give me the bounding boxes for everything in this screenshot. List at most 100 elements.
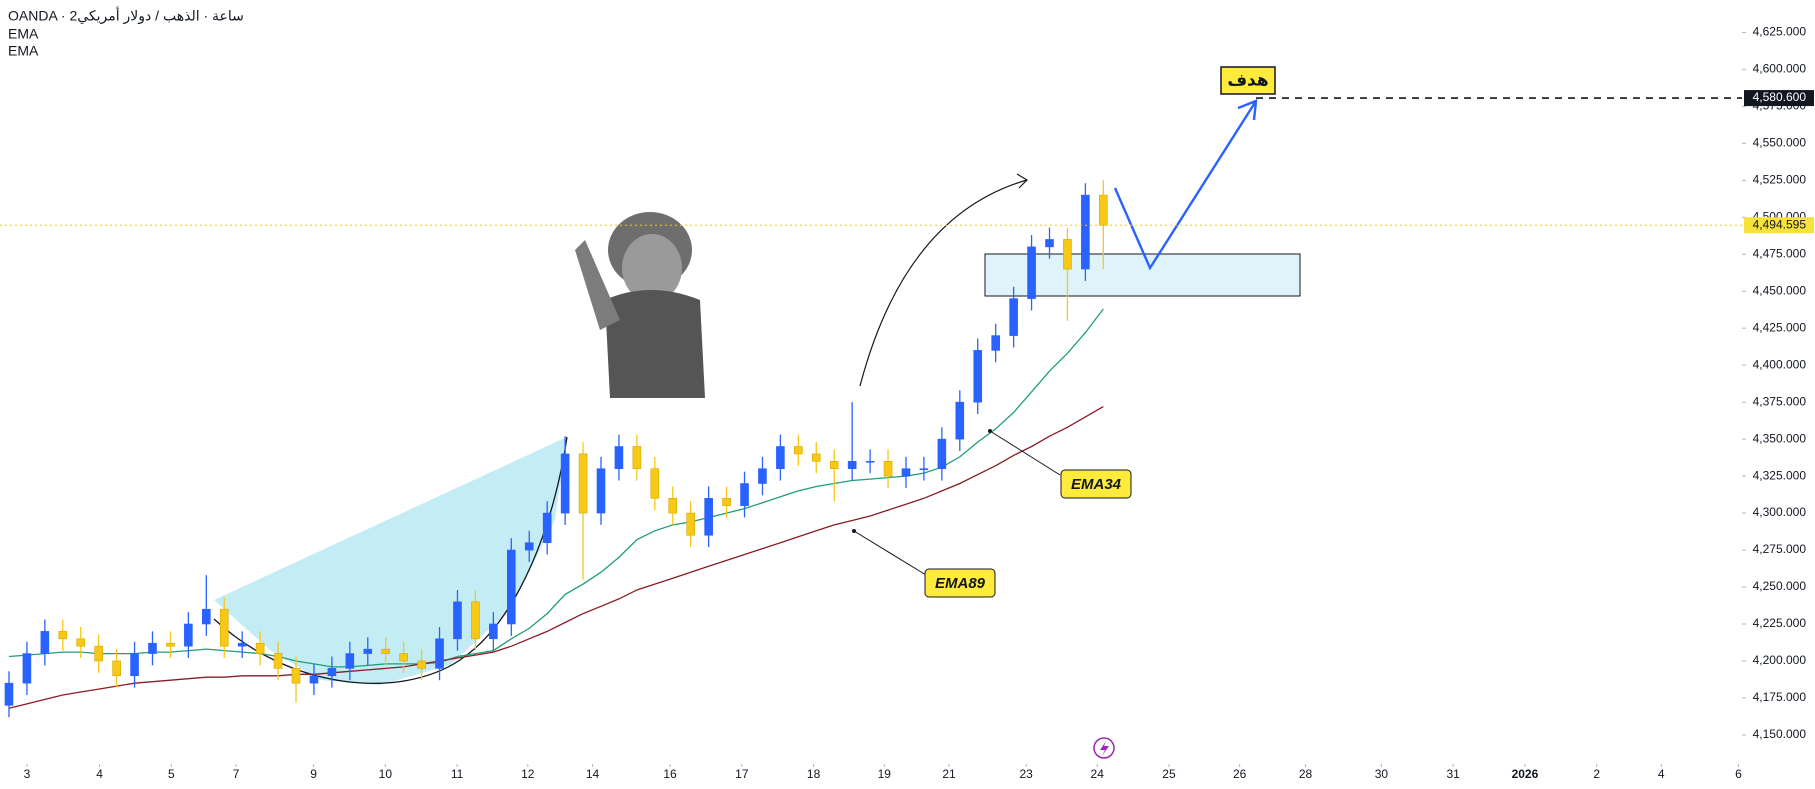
legend-entry: EMA	[8, 26, 39, 42]
candle-body	[255, 642, 265, 654]
x-tick-label: 7	[233, 767, 240, 781]
x-tick-label: 17	[735, 767, 749, 781]
x-tick-label: 5	[168, 767, 175, 781]
candle-body	[847, 461, 857, 470]
y-tick-label: 4,350.000	[1753, 431, 1807, 445]
portrait	[575, 212, 705, 398]
leader-dot	[852, 529, 856, 533]
candle-body	[829, 461, 839, 470]
x-tick-label: 23	[1020, 767, 1034, 781]
candle-body	[883, 461, 893, 477]
y-tick-label: 4,425.000	[1753, 320, 1807, 334]
candle-body	[596, 468, 606, 514]
candle-body	[112, 660, 121, 677]
ema-line	[8, 308, 1104, 668]
symbol-title: OANDA · 2ساعة · الذهب / دولار أمريكي	[8, 7, 244, 25]
candle-body	[417, 660, 426, 669]
candle-body	[811, 453, 821, 462]
target-label: 4,580.600	[1753, 90, 1807, 104]
x-tick-label: 12	[521, 767, 535, 781]
y-tick-label: 4,325.000	[1753, 468, 1807, 482]
candle-body	[1081, 194, 1090, 270]
candle-body	[704, 497, 713, 536]
candle-body	[399, 653, 408, 662]
candle-body	[1027, 246, 1036, 299]
candle-body	[148, 642, 157, 654]
candle-body	[560, 453, 570, 514]
x-tick-label: 25	[1162, 767, 1176, 781]
candle-body	[4, 682, 14, 706]
candle-body	[202, 608, 211, 625]
candle-body	[471, 601, 480, 640]
candle-body	[1009, 298, 1018, 336]
candle-body	[919, 468, 929, 471]
y-tick-label: 4,150.000	[1753, 727, 1807, 741]
x-tick-label: 9	[310, 767, 317, 781]
x-tick-label: 24	[1091, 767, 1105, 781]
candle-body	[542, 512, 552, 543]
candle-body	[1099, 194, 1108, 226]
candle-body	[650, 468, 660, 499]
event-icon-bolt	[1100, 741, 1109, 756]
y-tick-label: 4,300.000	[1753, 505, 1807, 519]
y-tick-label: 4,475.000	[1753, 246, 1807, 260]
ema-line	[8, 406, 1104, 709]
x-tick-label: 26	[1233, 767, 1247, 781]
x-tick-label: 4	[1658, 767, 1665, 781]
candle-body	[1063, 239, 1072, 270]
candle-body	[381, 648, 391, 654]
annotation: EMA34	[1071, 476, 1122, 493]
candle-body	[22, 653, 32, 684]
price-label: 4,494.595	[1753, 217, 1807, 231]
annotation-box	[1060, 469, 1132, 499]
x-tick-label: 2026	[1512, 767, 1539, 781]
y-tick-label: 4,600.000	[1753, 62, 1807, 76]
y-tick-label: 4,225.000	[1753, 616, 1807, 630]
candle-body	[309, 675, 319, 684]
candle-body	[1045, 239, 1054, 248]
annotation: هدف	[1227, 70, 1268, 89]
candle-body	[184, 623, 193, 647]
candle-body	[130, 653, 139, 677]
y-tick-label: 4,275.000	[1753, 542, 1807, 556]
candle-body	[76, 638, 86, 647]
candle-body	[291, 668, 301, 684]
annotation-box	[924, 568, 996, 598]
candle-body	[668, 497, 678, 514]
candle-body	[937, 438, 947, 470]
annotation-box	[1220, 66, 1276, 95]
x-tick-label: 14	[586, 767, 600, 781]
y-tick-label: 4,550.000	[1753, 135, 1807, 149]
x-tick-label: 3	[24, 767, 31, 781]
x-tick-label: 18	[807, 767, 821, 781]
candle-body	[901, 468, 911, 477]
leader-line	[853, 530, 927, 576]
x-tick-label: 30	[1375, 767, 1389, 781]
event-icon	[1093, 737, 1115, 759]
candle-body	[58, 631, 68, 640]
x-tick-label: 2	[1593, 767, 1600, 781]
candle-body	[614, 446, 624, 470]
candle-body	[327, 668, 337, 677]
y-tick-label: 4,625.000	[1753, 25, 1807, 39]
candle-body	[578, 453, 588, 514]
y-tick-label: 4,375.000	[1753, 394, 1807, 408]
candle-body	[506, 549, 516, 625]
candle-body	[273, 653, 283, 669]
candle-body	[435, 638, 444, 669]
x-tick-label: 4	[96, 767, 103, 781]
candle-body	[740, 483, 749, 506]
candle-body	[758, 468, 767, 484]
candle-body	[991, 335, 1000, 351]
y-tick-label: 4,250.000	[1753, 579, 1807, 593]
leader-dot	[988, 429, 992, 433]
momentum-arrowhead	[1016, 173, 1028, 189]
projection-arrowhead	[1237, 99, 1258, 121]
candle-body	[632, 446, 642, 470]
candle-body	[237, 642, 247, 647]
x-tick-label: 19	[878, 767, 892, 781]
candle-body	[345, 653, 355, 669]
y-tick-label: 4,525.000	[1753, 172, 1807, 186]
y-tick-label: 4,175.000	[1753, 690, 1807, 704]
